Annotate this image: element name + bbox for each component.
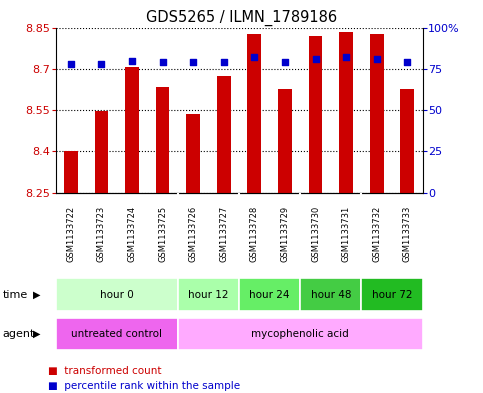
Text: ■  transformed count: ■ transformed count	[48, 366, 162, 376]
Text: GSM1133732: GSM1133732	[372, 206, 381, 262]
Point	[312, 56, 319, 62]
Bar	[217, 77, 231, 193]
Text: GSM1133728: GSM1133728	[250, 206, 259, 262]
Text: GSM1133731: GSM1133731	[341, 206, 351, 262]
Text: hour 72: hour 72	[372, 290, 412, 300]
FancyBboxPatch shape	[239, 279, 300, 311]
Bar	[370, 35, 384, 193]
Text: hour 0: hour 0	[100, 290, 134, 300]
Text: ▶: ▶	[32, 329, 40, 339]
Point	[98, 61, 105, 67]
Point	[281, 59, 289, 65]
Text: ■  percentile rank within the sample: ■ percentile rank within the sample	[48, 381, 241, 391]
Bar	[156, 87, 170, 193]
FancyBboxPatch shape	[56, 318, 178, 350]
Text: hour 48: hour 48	[311, 290, 351, 300]
Point	[128, 57, 136, 64]
Text: ▶: ▶	[32, 290, 40, 300]
Point	[159, 59, 167, 65]
Bar	[400, 90, 414, 193]
Bar	[186, 114, 200, 193]
Text: agent: agent	[2, 329, 35, 339]
Text: GSM1133722: GSM1133722	[66, 206, 75, 262]
Bar	[309, 36, 323, 193]
Text: time: time	[2, 290, 28, 300]
Point	[67, 61, 75, 67]
Text: GSM1133730: GSM1133730	[311, 206, 320, 262]
Point	[189, 59, 197, 65]
Point	[342, 54, 350, 61]
Text: GSM1133726: GSM1133726	[189, 206, 198, 262]
Text: untreated control: untreated control	[71, 329, 162, 339]
Bar	[125, 68, 139, 193]
Bar	[339, 31, 353, 193]
Text: mycophenolic acid: mycophenolic acid	[251, 329, 349, 339]
Text: GSM1133727: GSM1133727	[219, 206, 228, 262]
FancyBboxPatch shape	[56, 279, 178, 311]
Text: GDS5265 / ILMN_1789186: GDS5265 / ILMN_1789186	[146, 10, 337, 26]
Text: GSM1133723: GSM1133723	[97, 206, 106, 262]
Point	[220, 59, 227, 65]
Bar	[247, 35, 261, 193]
FancyBboxPatch shape	[178, 279, 239, 311]
Text: GSM1133733: GSM1133733	[403, 206, 412, 262]
Text: hour 24: hour 24	[249, 290, 290, 300]
Text: GSM1133725: GSM1133725	[158, 206, 167, 262]
FancyBboxPatch shape	[178, 318, 423, 350]
Bar	[95, 111, 108, 193]
FancyBboxPatch shape	[361, 279, 423, 311]
Text: hour 12: hour 12	[188, 290, 229, 300]
Bar	[278, 90, 292, 193]
Point	[403, 59, 411, 65]
Point	[251, 54, 258, 61]
FancyBboxPatch shape	[300, 279, 361, 311]
Text: GSM1133724: GSM1133724	[128, 206, 137, 262]
Bar	[64, 151, 78, 193]
Point	[373, 56, 381, 62]
Text: GSM1133729: GSM1133729	[281, 206, 289, 262]
